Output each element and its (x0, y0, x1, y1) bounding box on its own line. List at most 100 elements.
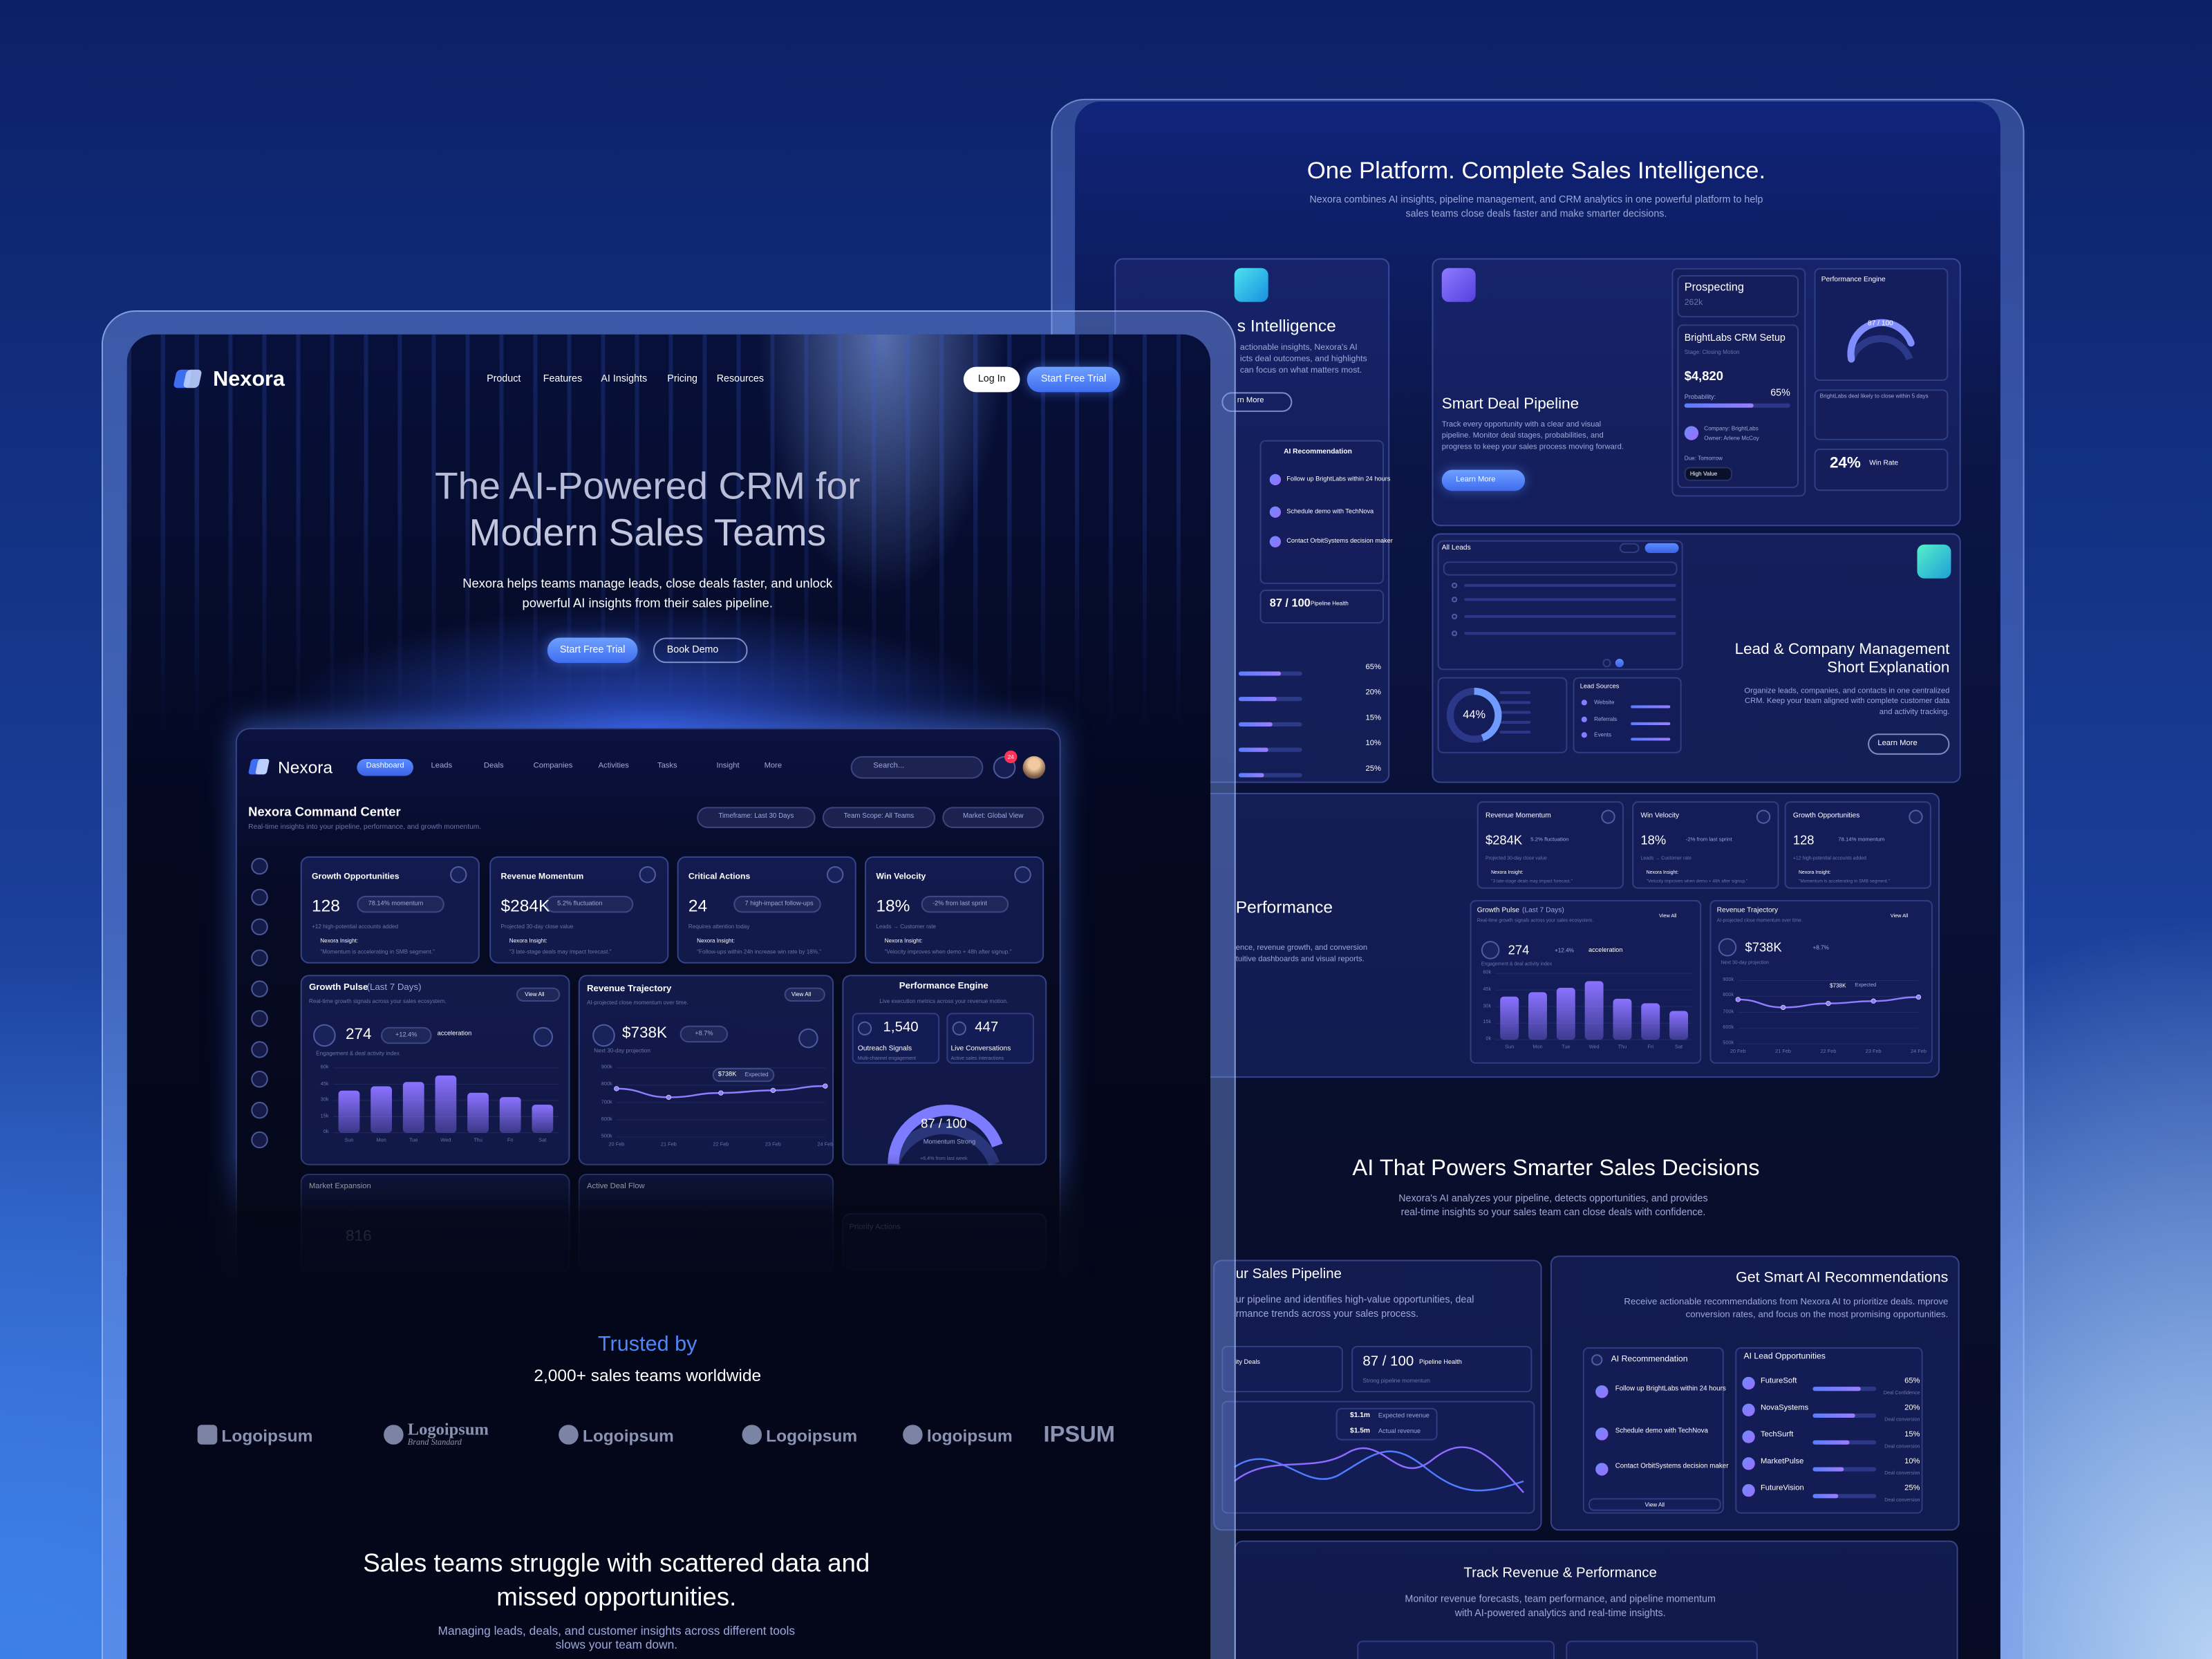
chart-subtitle: AI-projected close momentum over time. (586, 998, 688, 1006)
nav-link[interactable]: Pricing (667, 374, 697, 385)
company-rate-label: Deal conversion (1884, 1470, 1920, 1477)
company-rate-label: Deal conversion (1884, 1443, 1920, 1450)
filter-label[interactable]: Market: Global View (963, 812, 1024, 820)
item-text: Follow up BrightLabs within 24 hours (1615, 1386, 1726, 1394)
metric-value: 1,540 (883, 1020, 919, 1035)
button-label[interactable]: Book Demo (666, 645, 719, 655)
hero-button[interactable] (653, 637, 748, 664)
tab[interactable]: Deals (483, 762, 504, 771)
tab[interactable]: More (764, 762, 782, 771)
button-label[interactable]: Log In (977, 374, 1006, 385)
source-bar (1631, 722, 1671, 725)
learn-more-button[interactable] (1221, 392, 1293, 412)
point (1826, 1000, 1831, 1006)
logo: Logoipsum (221, 1426, 313, 1446)
sidebar-icon[interactable] (251, 1070, 268, 1088)
sidebar-icon[interactable] (251, 1101, 268, 1119)
sidebar-icon[interactable] (251, 918, 268, 936)
y-tick-label: 30k (320, 1096, 329, 1103)
card-text: with AI-powered analytics and real-time … (1454, 1609, 1666, 1619)
view-all-button[interactable] (784, 987, 825, 1002)
kpi-icon (1014, 866, 1031, 883)
cta-button[interactable] (1027, 366, 1121, 393)
button-label[interactable]: rn More (1237, 396, 1264, 406)
page-button (1615, 659, 1624, 668)
sidebar-icon[interactable] (251, 857, 268, 875)
engine-title: Performance Engine (1821, 275, 1886, 285)
tab[interactable]: Insight (716, 762, 740, 771)
tab[interactable]: Dashboard (366, 762, 404, 771)
track-fill (1238, 773, 1264, 778)
kpi-quote: "Momentum is accelerating in SMB segment… (1799, 878, 1890, 884)
filter[interactable] (822, 807, 936, 828)
view-all[interactable]: View All (791, 990, 812, 997)
deals-label: ity Deals (1235, 1358, 1260, 1365)
expand-button[interactable] (533, 1027, 553, 1047)
learn-more-button[interactable] (1441, 469, 1526, 491)
kpi-title: Growth Opportunities (312, 873, 400, 882)
search-placeholder[interactable]: Search... (873, 762, 905, 771)
hero-title: The AI-Powered CRM for (434, 465, 861, 507)
chart-period: (Last 7 Days) (1522, 906, 1564, 915)
sidebar-icon[interactable] (251, 1041, 268, 1058)
button-label[interactable]: Learn More (1456, 476, 1496, 485)
kpi-value: 24 (688, 895, 708, 916)
view-all-button[interactable] (516, 987, 561, 1002)
tab[interactable]: Leads (431, 762, 453, 771)
view-all[interactable]: View All (1644, 1501, 1665, 1508)
tab[interactable]: Activities (598, 762, 629, 771)
active-tab[interactable] (357, 758, 413, 776)
item-text: Contact OrbitSystems decision maker (1286, 537, 1393, 545)
sidebar-icon[interactable] (251, 888, 268, 906)
y-tick-label: 60k (320, 1064, 329, 1070)
legend-line (1499, 711, 1531, 714)
chart-caption: Next 30-day projection (1721, 959, 1770, 966)
x-tick-label: 20 Feb (1730, 1048, 1746, 1054)
button-label[interactable]: Start Free Trial (559, 645, 626, 655)
bar (1669, 1011, 1689, 1040)
kpi-note: +12 high-potential accounts added (1792, 855, 1866, 861)
y-tick-label: 600k (601, 1116, 612, 1122)
bar (1528, 992, 1547, 1040)
item-text: Follow up BrightLabs within 24 hours (1286, 475, 1391, 482)
sidebar-icon[interactable] (251, 1131, 268, 1149)
login-button[interactable] (963, 366, 1020, 393)
nav-link[interactable]: Resources (716, 374, 765, 385)
company-icon (1742, 1430, 1755, 1443)
nav-link[interactable]: AI Insights (601, 374, 648, 385)
filter[interactable] (697, 807, 816, 828)
tab[interactable]: Companies (533, 762, 573, 771)
score-label: Pipeline Health (1310, 599, 1349, 607)
expand-button[interactable] (798, 1028, 818, 1049)
x-tick-label: Wed (1588, 1044, 1600, 1050)
hero-button[interactable] (547, 637, 638, 664)
search-box[interactable] (850, 756, 984, 779)
item-text: Schedule demo with TechNova (1286, 507, 1374, 515)
sidebar-icon[interactable] (251, 949, 268, 966)
source-item: Website (1594, 698, 1615, 706)
bar (435, 1075, 457, 1133)
tab[interactable]: Tasks (657, 762, 677, 771)
source-bar (1631, 738, 1671, 741)
track-fill (1812, 1387, 1861, 1391)
sidebar-icon[interactable] (251, 980, 268, 997)
button-label[interactable]: Start Free Trial (1040, 374, 1107, 385)
card-text: and activity tracking. (1879, 709, 1950, 718)
filter[interactable] (942, 807, 1044, 828)
view-all-button[interactable] (1588, 1498, 1721, 1511)
rate: 25% (1365, 765, 1381, 774)
sidebar-icon[interactable] (251, 1010, 268, 1027)
view-all[interactable]: View All (525, 990, 545, 997)
filter-label[interactable]: Team Scope: All Teams (843, 812, 915, 820)
x-tick-label: 24 Feb (1911, 1048, 1927, 1054)
filter-label[interactable]: Timeframe: Last 30 Days (718, 812, 794, 820)
kpi-title: Critical Actions (688, 873, 751, 882)
button-label[interactable]: Learn More (1877, 739, 1918, 749)
learn-more-button[interactable] (1868, 733, 1950, 755)
nav-link[interactable]: Product (487, 374, 521, 385)
row-line (1464, 583, 1676, 586)
nav-link[interactable]: Features (543, 374, 583, 385)
chart-title: Revenue Trajectory (1716, 906, 1779, 915)
chart-subtitle: Real-time growth signals across your sal… (308, 997, 447, 1005)
